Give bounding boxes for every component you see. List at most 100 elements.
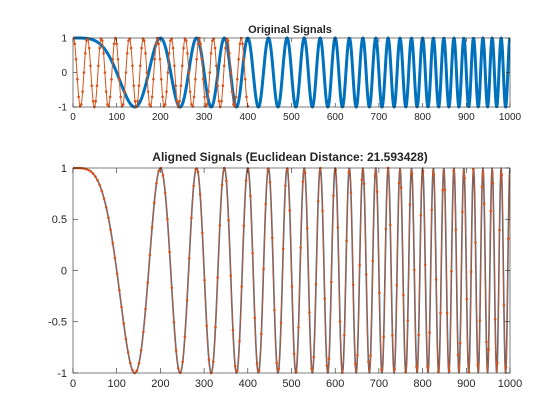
orange-data-point	[83, 167, 86, 170]
orange-data-point	[399, 186, 403, 189]
orange-data-point	[297, 326, 300, 329]
x-tick-label: 100	[108, 378, 126, 390]
orange-data-point	[150, 226, 154, 229]
orange-data-point	[112, 42, 116, 46]
orange-data-point	[166, 71, 170, 74]
orange-data-point	[199, 42, 202, 46]
orange-data-point	[182, 46, 185, 50]
orange-data-point	[139, 64, 142, 68]
orange-data-point	[428, 331, 431, 334]
aligned-signals-title: Aligned Signals (Euclidean Distance: 21.…	[152, 150, 427, 164]
x-tick-label: 400	[239, 112, 256, 123]
orange-data-point	[255, 362, 259, 365]
x-tick-label: 500	[283, 112, 300, 123]
y-tick-label: -1	[57, 368, 67, 380]
x-tick-label: 400	[239, 378, 257, 390]
orange-data-point	[77, 95, 80, 99]
orange-data-point	[356, 353, 359, 357]
orange-data-point	[187, 257, 191, 260]
orange-data-point	[349, 191, 353, 194]
orange-data-point	[312, 355, 316, 359]
aligned-signals-axes: Aligned Signals (Euclidean Distance: 21.…	[48, 150, 522, 390]
orange-data-point	[74, 58, 78, 61]
y-tick-label: 0	[61, 265, 67, 277]
orange-data-point	[144, 307, 147, 311]
orange-data-point	[118, 77, 121, 81]
orange-data-point	[113, 256, 117, 260]
orange-data-point	[120, 305, 123, 309]
orange-data-point	[432, 173, 436, 176]
orange-data-point	[504, 366, 508, 369]
x-tick-label: 600	[326, 378, 344, 390]
orange-data-point	[194, 77, 197, 81]
orange-data-point	[91, 99, 95, 103]
orange-data-point	[323, 297, 327, 301]
orange-data-point	[201, 231, 204, 235]
orange-data-point	[243, 77, 247, 81]
orange-data-point	[116, 58, 120, 61]
orange-data-point	[132, 84, 136, 87]
orange-data-point	[264, 202, 268, 206]
orange-series-line-0	[73, 37, 249, 108]
orange-data-point	[236, 77, 239, 81]
orange-data-point	[402, 293, 405, 297]
orange-data-point	[123, 90, 126, 93]
x-tick-label: 900	[458, 112, 475, 123]
orange-data-point	[220, 183, 224, 187]
orange-data-point	[228, 52, 231, 55]
orange-data-point	[419, 214, 423, 217]
orange-data-point	[192, 95, 196, 99]
orange-data-point	[284, 184, 287, 188]
x-tick-label: 200	[152, 112, 169, 123]
orange-data-point	[155, 181, 158, 185]
orange-data-point	[279, 321, 283, 325]
orange-data-point	[133, 99, 137, 103]
orange-data-point	[408, 203, 412, 206]
orange-data-point	[122, 322, 125, 325]
orange-data-point	[231, 328, 235, 332]
orange-data-point	[245, 95, 248, 99]
orange-data-point	[89, 170, 93, 173]
orange-data-point	[216, 84, 219, 87]
orange-data-point	[480, 185, 484, 188]
orange-data-point	[426, 365, 429, 368]
orange-data-point	[118, 288, 121, 292]
orange-data-point	[157, 169, 160, 173]
orange-data-point	[177, 367, 180, 370]
orange-data-point	[185, 299, 189, 302]
orange-data-point	[111, 241, 115, 245]
orange-data-point	[220, 99, 223, 103]
orange-data-point	[214, 325, 217, 329]
orange-data-point	[241, 42, 244, 46]
orange-data-point	[393, 368, 396, 371]
orange-data-point	[347, 170, 351, 174]
orange-data-point	[397, 181, 401, 185]
orange-data-point	[227, 218, 230, 222]
orange-data-point	[169, 39, 172, 42]
orange-data-point	[343, 334, 346, 337]
orange-data-point	[292, 352, 296, 356]
orange-data-point	[310, 367, 313, 370]
orange-data-point	[170, 286, 174, 290]
orange-data-point	[378, 291, 381, 295]
orange-data-point	[450, 269, 453, 273]
orange-data-point	[109, 228, 112, 232]
orange-data-point	[119, 95, 122, 99]
orange-data-point	[201, 77, 205, 81]
x-tick-label: 100	[108, 112, 125, 123]
orange-data-point	[207, 90, 210, 93]
y-tick-label: 0.5	[52, 214, 67, 226]
orange-data-point	[218, 224, 222, 227]
orange-data-point	[131, 368, 134, 372]
orange-data-point	[345, 239, 348, 243]
orange-data-point	[303, 171, 307, 175]
orange-data-point	[76, 77, 79, 81]
orange-data-point	[476, 363, 479, 367]
orange-data-point	[242, 224, 246, 227]
orange-data-point	[163, 103, 167, 106]
orange-data-point	[493, 317, 497, 321]
orange-data-point	[275, 361, 278, 365]
orange-data-point	[126, 350, 130, 354]
orange-data-point	[410, 172, 414, 176]
orange-data-point	[186, 52, 189, 55]
